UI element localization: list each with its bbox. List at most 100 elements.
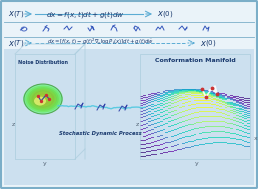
Bar xyxy=(233,133,236,134)
Bar xyxy=(222,96,225,97)
Bar xyxy=(157,104,160,105)
Text: $dx=[f(x,t)-g(t)^2\nabla_x\log P_t(x)]dt+g(t)d\tilde{w}$: $dx=[f(x,t)-g(t)^2\nabla_x\log P_t(x)]dt… xyxy=(46,37,154,47)
Bar xyxy=(140,132,143,133)
Bar xyxy=(140,98,143,99)
Bar xyxy=(160,98,163,99)
Bar xyxy=(236,129,239,130)
Bar xyxy=(247,123,250,124)
Bar xyxy=(216,131,219,132)
Bar xyxy=(199,127,202,128)
Bar xyxy=(236,96,239,97)
Bar xyxy=(196,145,199,146)
Bar xyxy=(211,93,213,94)
Bar xyxy=(219,101,222,102)
Bar xyxy=(233,124,236,125)
Bar xyxy=(202,91,205,92)
Bar xyxy=(171,93,174,94)
Bar xyxy=(140,100,143,101)
Bar xyxy=(146,147,148,148)
Bar xyxy=(202,111,205,112)
Bar xyxy=(196,100,199,101)
Bar xyxy=(196,139,199,140)
Bar xyxy=(211,97,213,98)
Bar xyxy=(146,127,148,128)
Bar xyxy=(225,127,228,128)
Bar xyxy=(208,96,211,97)
Bar xyxy=(180,112,182,113)
Bar xyxy=(225,99,228,100)
Bar xyxy=(154,93,157,94)
Bar xyxy=(151,113,154,114)
Bar xyxy=(216,121,219,122)
Bar xyxy=(247,102,250,103)
Text: z: z xyxy=(136,122,139,126)
Bar xyxy=(185,120,188,121)
Bar xyxy=(185,136,188,137)
Bar xyxy=(182,93,185,94)
Bar xyxy=(180,97,182,98)
Bar xyxy=(239,106,241,107)
Bar xyxy=(199,91,202,92)
Bar xyxy=(244,104,247,105)
Bar xyxy=(154,154,157,155)
Bar xyxy=(199,97,202,98)
Bar xyxy=(228,102,230,103)
Bar xyxy=(219,100,222,101)
Bar xyxy=(205,132,208,133)
Bar xyxy=(241,99,244,100)
Bar xyxy=(213,93,216,94)
Bar xyxy=(148,151,151,152)
Bar xyxy=(191,89,194,90)
Bar xyxy=(205,96,208,97)
Bar xyxy=(185,96,188,97)
Bar xyxy=(154,123,157,124)
Bar xyxy=(177,123,180,124)
Bar xyxy=(174,97,177,98)
Bar xyxy=(188,124,191,125)
Bar xyxy=(233,101,236,102)
Bar xyxy=(191,113,194,114)
Bar xyxy=(233,104,236,105)
Bar xyxy=(199,116,202,117)
Bar xyxy=(222,95,225,96)
Bar xyxy=(182,116,185,117)
Bar xyxy=(211,121,213,122)
Bar xyxy=(185,142,188,143)
Bar xyxy=(171,146,174,147)
Ellipse shape xyxy=(36,94,50,105)
Bar xyxy=(233,96,236,97)
Bar xyxy=(157,126,160,127)
Bar xyxy=(222,117,225,118)
Bar xyxy=(202,93,205,94)
Bar xyxy=(196,128,199,129)
Bar xyxy=(208,94,211,95)
Bar xyxy=(222,126,225,127)
Bar xyxy=(230,128,233,129)
Bar xyxy=(247,115,250,116)
Bar xyxy=(146,115,148,116)
Bar xyxy=(247,98,250,99)
Bar xyxy=(247,106,250,107)
Bar xyxy=(165,106,168,107)
Bar xyxy=(216,126,219,127)
Bar xyxy=(140,96,143,97)
Bar xyxy=(244,132,247,133)
Bar xyxy=(225,105,228,106)
Bar xyxy=(230,143,233,144)
Bar xyxy=(241,106,244,107)
Bar xyxy=(163,104,165,105)
Bar xyxy=(140,140,143,141)
Bar xyxy=(219,116,222,117)
Bar xyxy=(213,92,216,93)
Bar xyxy=(160,100,163,101)
Bar xyxy=(241,103,244,104)
Bar xyxy=(140,125,143,126)
Bar xyxy=(222,109,225,110)
Bar xyxy=(171,120,174,121)
Ellipse shape xyxy=(34,97,46,105)
Point xyxy=(210,87,214,90)
Bar xyxy=(230,107,233,108)
Bar xyxy=(230,110,233,111)
Bar xyxy=(163,97,165,98)
Bar xyxy=(205,94,208,95)
